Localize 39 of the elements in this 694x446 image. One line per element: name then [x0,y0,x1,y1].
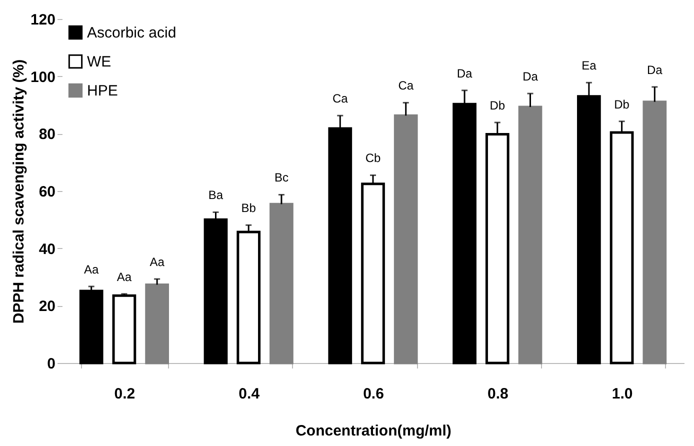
bar [270,202,294,364]
data-label: Da [646,62,663,77]
bar [642,100,667,364]
bar [112,294,136,364]
data-label: Aa [116,270,132,284]
y-tick-label: 120 [30,12,56,28]
y-tick-label: 60 [38,184,56,200]
data-label: Aa [84,262,99,276]
y-tick-label: 80 [38,126,56,144]
y-axis-title: DPPH radical scavenging activity (%) [10,59,28,324]
legend-label: WE [87,54,112,70]
data-label: Ba [208,188,224,202]
data-label: Db [490,98,506,112]
data-label: Da [522,70,538,84]
bar [518,106,542,364]
x-axis-title: Concentration(mg/ml) [296,422,452,440]
bar [145,283,169,364]
y-tick-label: 20 [38,298,56,316]
data-label: Bc [274,170,288,185]
data-label: Ca [398,78,414,93]
bar [79,290,104,364]
y-tick-label: 40 [38,240,56,258]
data-label: Cb [365,151,381,166]
data-label: Aa [150,255,165,270]
data-label: Bb [241,201,256,216]
data-label: Ea [582,58,597,73]
x-tick-label: 0.2 [114,386,136,402]
legend-label: HPE [87,82,118,100]
y-tick-label: 0 [47,356,56,372]
x-tick-label: 0.8 [487,386,508,402]
x-tick-label: 0.6 [363,386,384,402]
legend-label: Ascorbic acid [87,24,176,42]
bar [394,114,418,364]
data-label: Db [614,97,630,112]
y-tick-label: 100 [30,68,56,86]
data-label: Ca [332,92,348,106]
x-tick-label: 1.0 [612,386,633,402]
x-tick-label: 0.4 [238,386,260,402]
data-label: Da [456,66,473,80]
